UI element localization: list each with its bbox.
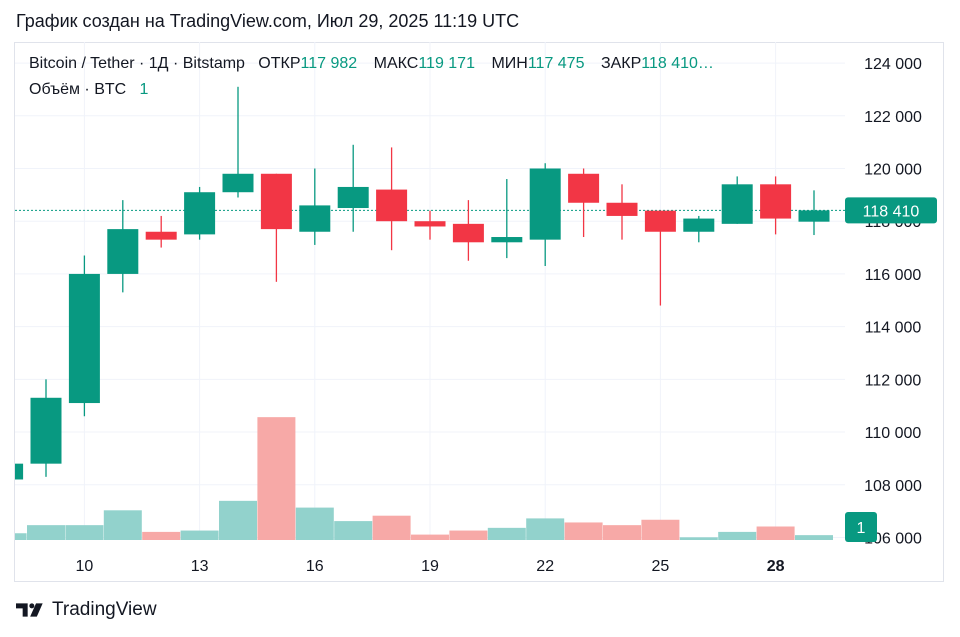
legend-low-label: МИН: [491, 55, 528, 72]
time-tick-label: 25: [652, 558, 670, 575]
volume-bar: [564, 522, 603, 540]
legend-open-value: 117 982: [300, 55, 358, 72]
last-price-badge: [845, 197, 937, 224]
candle-body[interactable]: [452, 223, 484, 243]
tradingview-brand[interactable]: TradingView: [16, 599, 157, 621]
volume-bar: [718, 531, 757, 540]
candle-body[interactable]: [0, 463, 24, 480]
candle-body[interactable]: [414, 221, 446, 227]
candle-body[interactable]: [529, 168, 561, 240]
candle-body[interactable]: [222, 173, 254, 193]
time-tick-label: 13: [191, 558, 209, 575]
brand-name: TradingView: [52, 599, 157, 620]
volume-bar: [142, 531, 181, 540]
price-tick-label: 112 000: [865, 372, 922, 389]
candle-body[interactable]: [184, 192, 216, 235]
grid-lines: [15, 42, 845, 540]
candle-body[interactable]: [107, 229, 139, 274]
time-tick-label: 16: [306, 558, 324, 575]
legend-open-label: ОТКР: [258, 55, 301, 72]
candle-body[interactable]: [337, 186, 369, 209]
legend-high-value: 119 171: [418, 55, 475, 72]
time-axis: 10 13 16 19 22 25 28: [76, 558, 785, 575]
legend-volume: Объём · BTC 1: [29, 81, 160, 99]
volume-bar: [180, 530, 219, 540]
volume-bar: [257, 417, 296, 540]
volume-bar: [27, 525, 65, 540]
volume-bar: [219, 500, 257, 540]
candle-body[interactable]: [683, 218, 715, 232]
volume-bar: [449, 530, 488, 540]
legend-ohlc: Bitcoin / Tether · 1Д · Bitstamp ОТКР117…: [29, 55, 726, 73]
volume-bar: [641, 519, 680, 540]
time-tick-label: 19: [421, 558, 439, 575]
legend-volume-value: 1: [139, 81, 149, 98]
price-tick-label: 120 000: [864, 162, 922, 179]
price-tick-label: 110 000: [865, 425, 922, 442]
candle-body[interactable]: [30, 397, 62, 464]
tradingview-logo-icon: [16, 603, 43, 617]
volume-badge: [845, 512, 877, 542]
last-price-label: 118 410: [863, 203, 920, 220]
legend-volume-label[interactable]: Объём · BTC: [29, 81, 127, 98]
price-tick-label: 124 000: [864, 56, 922, 73]
volume-bar: [295, 507, 334, 540]
volume-bars: [15, 417, 833, 540]
price-tick-label: 106 000: [864, 530, 922, 547]
candle-body[interactable]: [260, 173, 292, 230]
candle-body[interactable]: [68, 273, 100, 404]
legend-close-value: 118 410…: [641, 55, 714, 72]
price-tick-label: 114 000: [865, 320, 922, 337]
time-tick-label: 10: [76, 558, 94, 575]
legend-high-label: МАКС: [373, 55, 419, 72]
volume-bar: [15, 533, 27, 540]
chart-created-caption: График создан на TradingView.com, Июл 29…: [16, 11, 520, 31]
volume-bar: [411, 534, 449, 540]
volume-bar: [603, 525, 641, 540]
price-badges: 118 410 1: [845, 197, 937, 542]
candle-body[interactable]: [568, 173, 600, 203]
volume-bar: [526, 518, 565, 540]
volume-bar: [334, 521, 373, 540]
candle-body[interactable]: [145, 231, 177, 240]
volume-bar: [679, 537, 718, 540]
candle-body[interactable]: [491, 237, 523, 243]
volume-bar: [487, 527, 526, 540]
legend-low-value: 117 475: [527, 55, 585, 72]
volume-bar: [756, 526, 795, 540]
price-tick-label: 122 000: [864, 109, 922, 126]
price-tick-label: 108 000: [864, 478, 922, 495]
chart-frame[interactable]: [14, 42, 944, 582]
candle-body[interactable]: [798, 210, 830, 222]
time-tick-label: 28: [767, 558, 785, 575]
candle-body[interactable]: [721, 184, 753, 224]
volume-bar: [795, 535, 833, 540]
volume-last-label: 1: [857, 520, 866, 537]
candle-body[interactable]: [644, 210, 676, 232]
candle-body[interactable]: [299, 205, 331, 232]
legend-close-label: ЗАКР: [600, 55, 642, 72]
candle-body[interactable]: [760, 184, 792, 219]
legend-symbol[interactable]: Bitcoin / Tether · 1Д · Bitstamp: [29, 55, 245, 72]
candle-body[interactable]: [376, 189, 408, 222]
volume-bar: [65, 525, 104, 540]
price-tick-label: 116 000: [865, 267, 922, 284]
candle-body[interactable]: [606, 202, 638, 216]
time-tick-label: 22: [536, 558, 554, 575]
volume-bar: [372, 515, 411, 540]
volume-bar: [103, 510, 142, 540]
candles: [0, 86, 830, 480]
